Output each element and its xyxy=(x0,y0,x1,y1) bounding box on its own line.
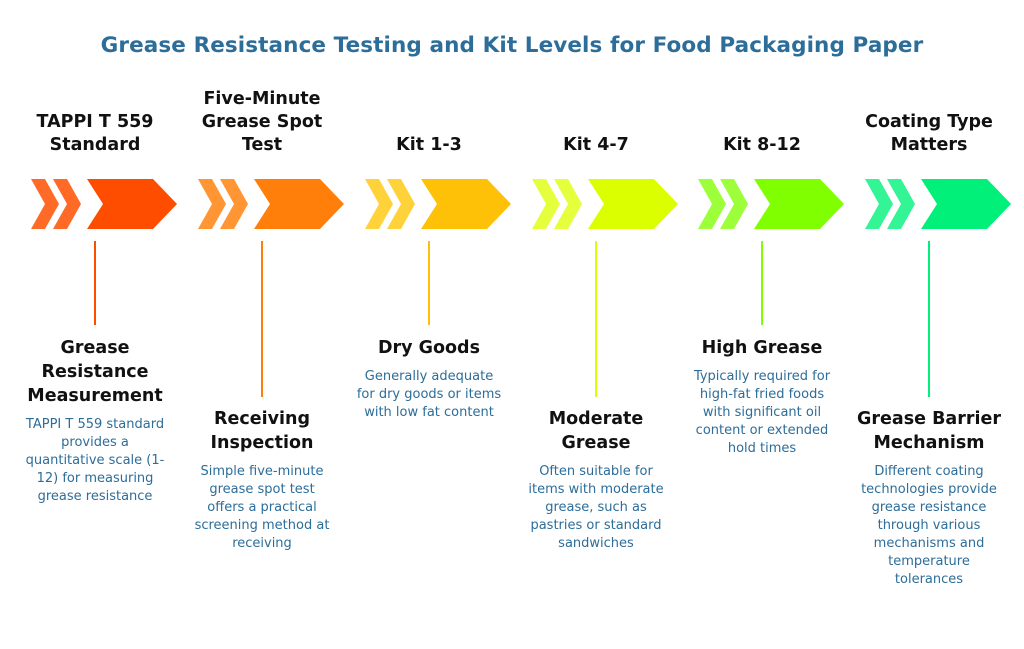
connector-line xyxy=(94,241,96,325)
large-arrow-icon xyxy=(588,179,678,229)
small-chevron-icon xyxy=(887,179,915,229)
stage-caption: High Grease xyxy=(701,338,823,358)
small-chevron-icon xyxy=(53,179,81,229)
stage-heading: Five-Minute Grease Spot Test xyxy=(201,89,323,155)
stage-4: Kit 4-7 Moderate Grease Often suitable for… xyxy=(513,0,679,649)
stage-description: Different coating technologies provide g… xyxy=(861,464,997,587)
stage-5: Kit 8-12 High Grease Typically required fo… xyxy=(679,0,845,649)
large-arrow-icon xyxy=(754,179,844,229)
large-arrow-icon xyxy=(421,179,511,229)
small-chevron-icon xyxy=(365,179,393,229)
stage-caption: Moderate Grease xyxy=(548,409,644,453)
stage-description: TAPPI T 559 standard provides a quantita… xyxy=(25,417,165,504)
small-chevron-icon xyxy=(220,179,248,229)
small-chevron-icon xyxy=(198,179,226,229)
chevron-arrow-group xyxy=(698,179,844,229)
large-arrow-icon xyxy=(254,179,344,229)
stage-caption: Grease Barrier Mechanism xyxy=(857,409,1001,453)
chevron-arrow-group xyxy=(365,179,511,229)
stage-description: Simple five-minute grease spot test offe… xyxy=(194,464,330,551)
chevron-arrow-group xyxy=(31,179,177,229)
stage-2: Five-Minute Grease Spot Test Receiving In… xyxy=(179,0,345,649)
stage-heading: Coating Type Matters xyxy=(865,112,993,155)
small-chevron-icon xyxy=(720,179,748,229)
connector-line xyxy=(928,241,930,397)
small-chevron-icon xyxy=(387,179,415,229)
small-chevron-icon xyxy=(865,179,893,229)
large-arrow-icon xyxy=(921,179,1011,229)
connector-line xyxy=(761,241,763,325)
stage-description: Often suitable for items with moderate g… xyxy=(528,464,664,551)
chevron-arrow-group xyxy=(532,179,678,229)
stage-3: Kit 1-3 Dry Goods Generally adequate for d… xyxy=(346,0,512,649)
small-chevron-icon xyxy=(554,179,582,229)
stage-caption: Receiving Inspection xyxy=(210,409,314,453)
small-chevron-icon xyxy=(532,179,560,229)
chevron-arrow-group xyxy=(865,179,1011,229)
stage-caption: Grease Resistance Measurement xyxy=(27,338,163,406)
diagram-title: Grease Resistance Testing and Kit Levels… xyxy=(100,33,924,58)
small-chevron-icon xyxy=(31,179,59,229)
stage-description: Generally adequate for dry goods or item… xyxy=(356,369,502,420)
stage-6: Coating Type Matters Grease Barrier Mecha… xyxy=(846,0,1012,649)
stage-heading: TAPPI T 559 Standard xyxy=(36,112,154,155)
connector-line xyxy=(595,241,597,397)
connector-line xyxy=(261,241,263,397)
stage-heading: Kit 1-3 xyxy=(396,135,462,155)
stage-heading: Kit 4-7 xyxy=(563,135,629,155)
large-arrow-icon xyxy=(87,179,177,229)
chevron-arrow-group xyxy=(198,179,344,229)
connector-line xyxy=(428,241,430,325)
small-chevron-icon xyxy=(698,179,726,229)
stage-heading: Kit 8-12 xyxy=(723,135,801,155)
stage-1: TAPPI T 559 Standard Grease Resistance Me… xyxy=(12,0,178,649)
stage-description: Typically required for high-fat fried fo… xyxy=(693,369,831,456)
stage-caption: Dry Goods xyxy=(377,338,480,358)
